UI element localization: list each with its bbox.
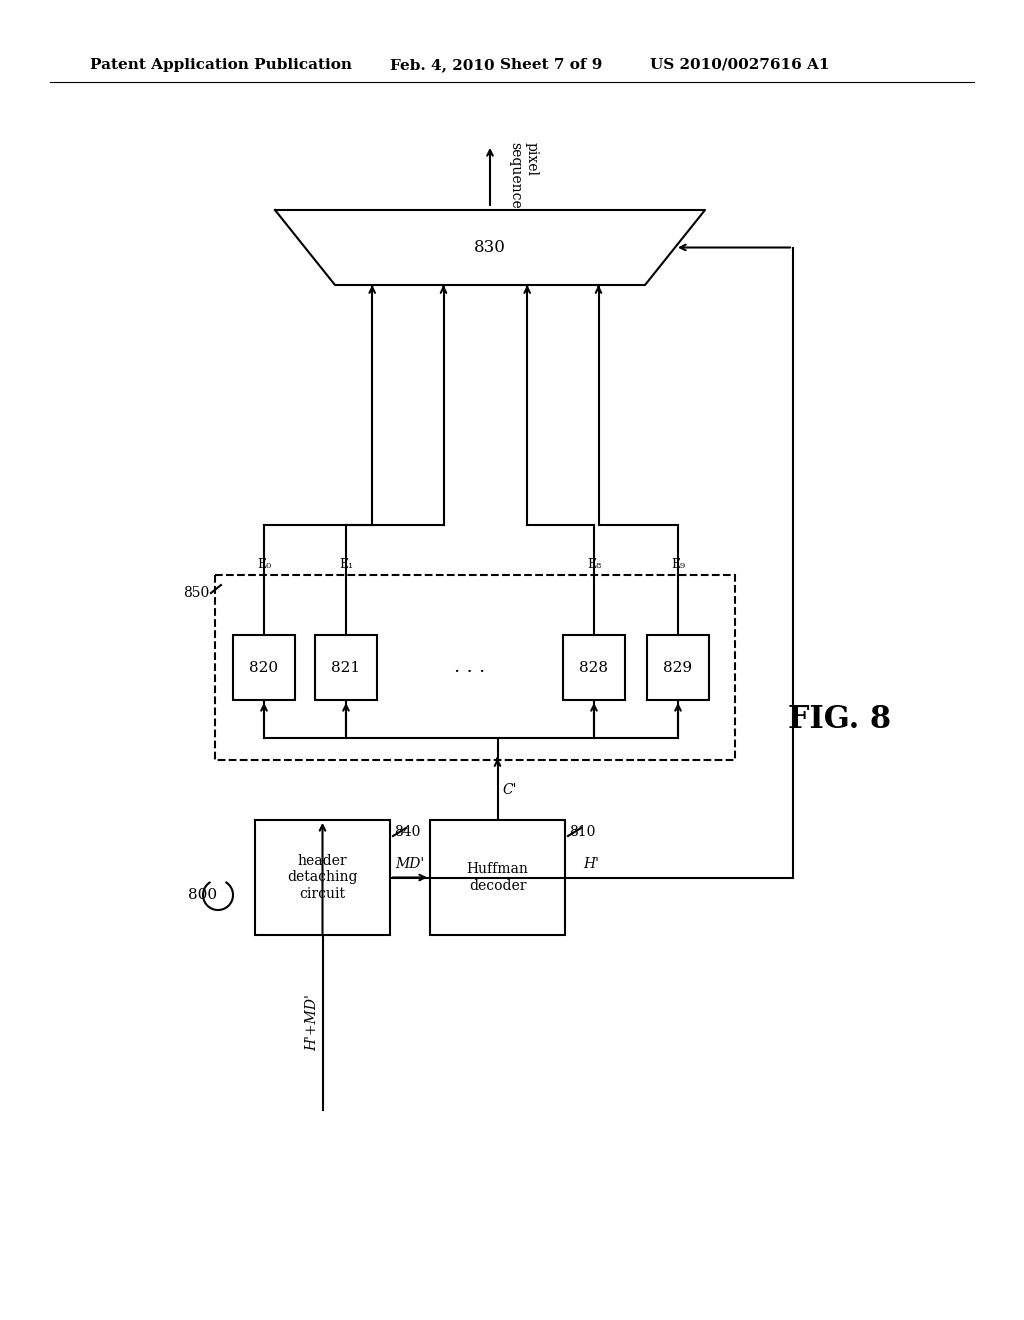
Text: 810: 810 bbox=[569, 825, 595, 840]
Text: pixel
sequence: pixel sequence bbox=[508, 141, 539, 209]
Bar bbox=[647, 635, 709, 700]
Text: E₀: E₀ bbox=[257, 558, 271, 572]
Text: 820: 820 bbox=[250, 660, 279, 675]
Text: Huffman
decoder: Huffman decoder bbox=[467, 862, 528, 892]
Bar bbox=[563, 635, 625, 700]
Text: 830: 830 bbox=[474, 239, 506, 256]
Bar bbox=[315, 635, 377, 700]
Text: . . .: . . . bbox=[455, 659, 485, 676]
Text: 821: 821 bbox=[332, 660, 360, 675]
Bar bbox=[255, 820, 390, 935]
Text: header
detaching
circuit: header detaching circuit bbox=[288, 854, 357, 900]
Text: FIG. 8: FIG. 8 bbox=[788, 705, 892, 735]
Text: Sheet 7 of 9: Sheet 7 of 9 bbox=[500, 58, 602, 73]
Text: Feb. 4, 2010: Feb. 4, 2010 bbox=[390, 58, 495, 73]
Text: C': C' bbox=[503, 783, 517, 797]
Text: E₉: E₉ bbox=[671, 558, 685, 572]
Text: H'+MD': H'+MD' bbox=[305, 994, 319, 1051]
Text: MD': MD' bbox=[395, 858, 425, 871]
Bar bbox=[215, 576, 735, 760]
Text: E₁: E₁ bbox=[339, 558, 353, 572]
Text: US 2010/0027616 A1: US 2010/0027616 A1 bbox=[650, 58, 829, 73]
Text: E₈: E₈ bbox=[587, 558, 601, 572]
Bar bbox=[233, 635, 295, 700]
Text: 829: 829 bbox=[664, 660, 692, 675]
Bar bbox=[430, 820, 565, 935]
Text: 850: 850 bbox=[182, 586, 209, 601]
Text: H': H' bbox=[584, 857, 599, 870]
Text: 800: 800 bbox=[188, 888, 217, 902]
Text: Patent Application Publication: Patent Application Publication bbox=[90, 58, 352, 73]
Text: 840: 840 bbox=[394, 825, 421, 840]
Text: 828: 828 bbox=[580, 660, 608, 675]
